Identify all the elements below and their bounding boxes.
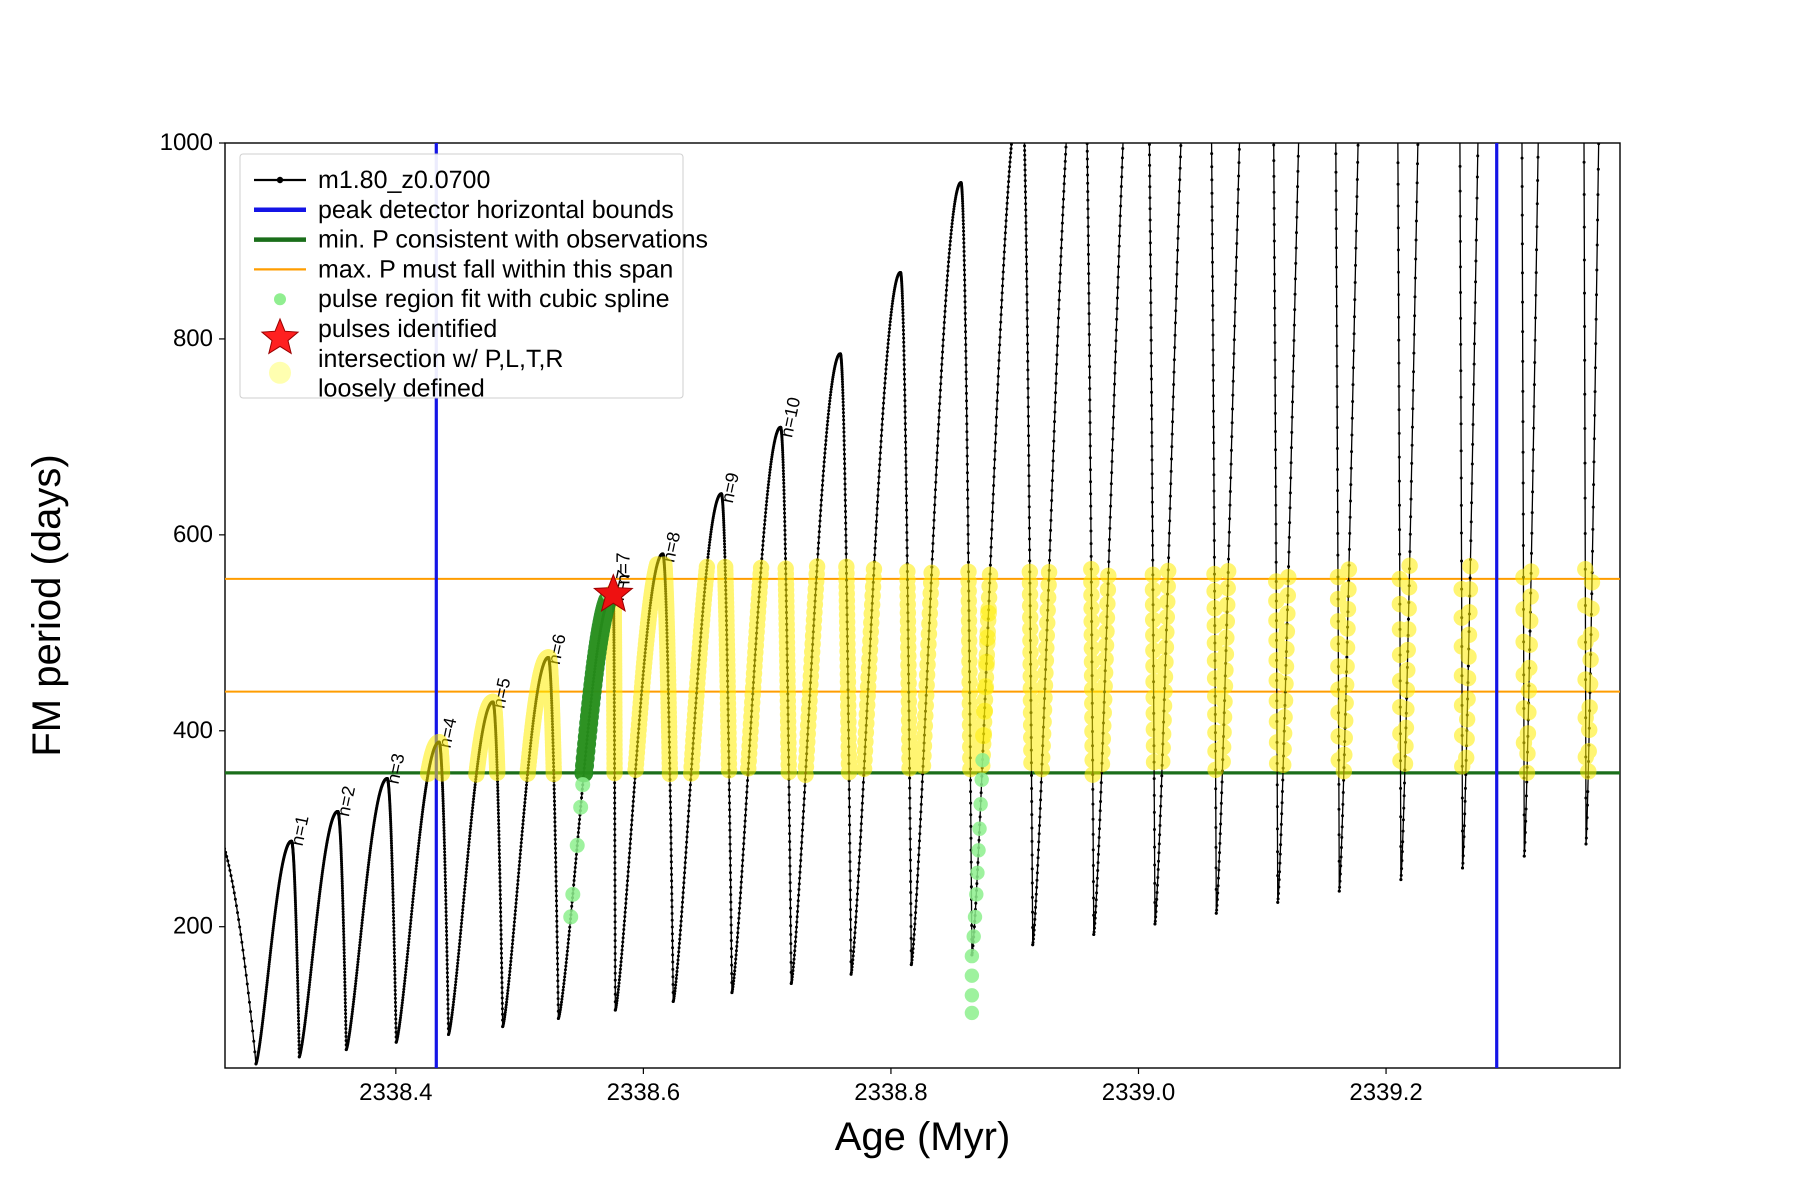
svg-text:600: 600 — [173, 521, 213, 548]
svg-text:FM period (days): FM period (days) — [25, 454, 69, 756]
svg-text:400: 400 — [173, 717, 213, 744]
svg-text:2338.4: 2338.4 — [359, 1079, 432, 1106]
svg-text:200: 200 — [173, 913, 213, 940]
svg-text:2339.2: 2339.2 — [1349, 1079, 1422, 1106]
svg-text:2338.6: 2338.6 — [607, 1079, 680, 1106]
svg-text:800: 800 — [173, 325, 213, 352]
svg-text:Age (Myr): Age (Myr) — [835, 1115, 1011, 1159]
svg-text:1000: 1000 — [160, 129, 213, 156]
svg-text:2339.0: 2339.0 — [1102, 1079, 1175, 1106]
svg-text:2338.8: 2338.8 — [854, 1079, 927, 1106]
